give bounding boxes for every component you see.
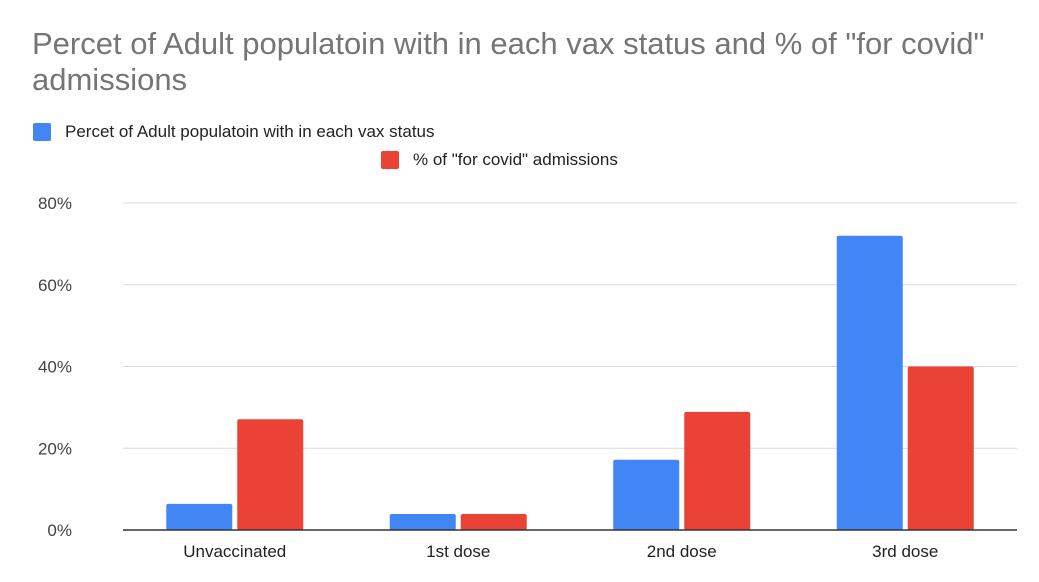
- legend-swatch-red: [381, 151, 399, 169]
- bar-admissions: [684, 411, 751, 530]
- chart-title: Percet of Adult populatoin with in each …: [32, 26, 985, 97]
- bar-adult-population: [836, 235, 903, 530]
- bar-admissions: [460, 514, 527, 530]
- legend-label: % of "for covid" admissions: [413, 150, 618, 169]
- bar-admissions: [907, 366, 974, 530]
- bar-adult-population: [389, 514, 456, 530]
- legend-item-admissions: % of "for covid" admissions: [381, 150, 618, 170]
- bar-adult-population: [166, 503, 233, 530]
- legend-swatch-blue: [33, 123, 51, 141]
- y-tick-label: 60%: [38, 276, 72, 295]
- y-tick-label: 40%: [38, 358, 72, 377]
- bar-adult-population: [613, 459, 680, 530]
- legend-item-adult-population: Percet of Adult populatoin with in each …: [33, 122, 435, 142]
- y-tick-label: 20%: [38, 439, 72, 458]
- legend-label: Percet of Adult populatoin with in each …: [65, 122, 435, 141]
- x-tick-label: Unvaccinated: [183, 542, 286, 561]
- x-tick-label: 2nd dose: [647, 542, 717, 561]
- y-tick-label: 0%: [47, 521, 72, 540]
- y-tick-label: 80%: [38, 194, 72, 213]
- x-tick-label: 3rd dose: [872, 542, 938, 561]
- bar-admissions: [237, 419, 304, 530]
- x-tick-label: 1st dose: [426, 542, 490, 561]
